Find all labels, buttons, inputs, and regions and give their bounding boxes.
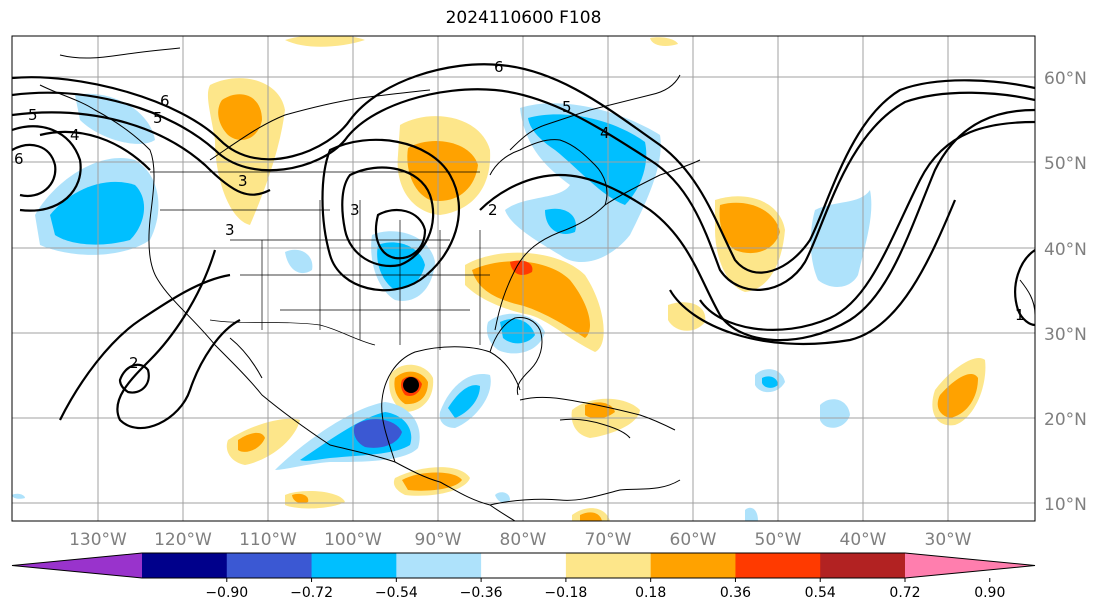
contour-label: 3 bbox=[238, 172, 248, 190]
colorbar-extend-min bbox=[12, 553, 142, 578]
lat-label: 60°N bbox=[1044, 69, 1087, 89]
negative-anomaly-region bbox=[50, 181, 145, 245]
colorbar-segment bbox=[820, 553, 906, 578]
colorbar-outline bbox=[11, 552, 1036, 579]
positive-anomaly-region bbox=[218, 94, 262, 140]
colorbar-tick-label: 0.54 bbox=[805, 585, 836, 601]
colorbar-segment bbox=[142, 553, 228, 578]
contour-label: 6 bbox=[14, 150, 24, 168]
negative-anomaly-region bbox=[285, 249, 313, 274]
strong-negative-anomaly bbox=[353, 419, 402, 448]
colorbar-tick-label: −0.72 bbox=[290, 585, 333, 601]
negative-anomaly-region bbox=[12, 493, 25, 499]
contour-label: 2 bbox=[488, 201, 498, 219]
lon-label: 60°W bbox=[670, 530, 717, 550]
positive-anomaly-region bbox=[226, 418, 300, 465]
lon-label: 120°W bbox=[154, 530, 212, 550]
colorbar-segments bbox=[11, 552, 1036, 579]
colorbar-tick-label: −0.90 bbox=[205, 585, 248, 601]
contour-label: 2 bbox=[129, 354, 139, 372]
colorbar-tick-label: −0.54 bbox=[375, 585, 418, 601]
political-borders bbox=[150, 171, 490, 350]
contour-label: 5 bbox=[562, 98, 572, 116]
contour-label: 6 bbox=[494, 58, 504, 76]
negative-anomaly-region bbox=[745, 507, 758, 521]
positive-anomaly-region bbox=[472, 261, 590, 338]
colorbar-tick-label: −0.18 bbox=[544, 585, 587, 601]
longitude-labels: 130°W 120°W 110°W 100°W 90°W 80°W 70°W 6… bbox=[69, 530, 972, 550]
negative-anomaly-region bbox=[820, 399, 850, 428]
lon-label: 100°W bbox=[324, 530, 382, 550]
lat-label: 40°N bbox=[1044, 240, 1087, 260]
negative-anomaly-region bbox=[500, 318, 535, 344]
negative-anomaly-region bbox=[762, 376, 778, 388]
contour-label: 3 bbox=[350, 201, 360, 219]
lat-label: 50°N bbox=[1044, 154, 1087, 174]
colorbar-segment bbox=[226, 553, 313, 578]
lat-label: 10°N bbox=[1044, 495, 1087, 515]
contour-label: 6 bbox=[160, 92, 170, 110]
positive-anomaly-region bbox=[719, 202, 780, 254]
colorbar-tick-label: 0.90 bbox=[974, 585, 1005, 601]
colorbar-segment bbox=[735, 553, 821, 578]
contour-label: 5 bbox=[153, 109, 163, 127]
lon-label: 40°W bbox=[840, 530, 887, 550]
positive-anomaly-region bbox=[292, 493, 309, 504]
positive-anomaly-region bbox=[668, 302, 706, 331]
contour-label: 1 bbox=[1015, 306, 1025, 324]
latitude-labels: 60°N 50°N 40°N 30°N 20°N 10°N bbox=[1044, 69, 1087, 515]
positive-anomaly-region bbox=[580, 512, 602, 521]
lon-label: 110°W bbox=[239, 530, 297, 550]
colorbar-tick-label: 0.36 bbox=[720, 585, 751, 601]
lat-label: 30°N bbox=[1044, 325, 1087, 345]
storm-center-marker bbox=[403, 377, 419, 393]
colorbar-tick-label: 0.72 bbox=[889, 585, 920, 601]
colorbar-tick-label: 0.18 bbox=[635, 585, 666, 601]
graticule bbox=[12, 36, 1035, 521]
negative-anomaly-region bbox=[528, 114, 647, 205]
colorbar-tick-labels: −0.90 −0.72 −0.54 −0.36 −0.18 0.18 0.36 0.54 0.7… bbox=[205, 578, 1005, 601]
lat-label: 20°N bbox=[1044, 410, 1087, 430]
colorbar-tick-label: −0.36 bbox=[460, 585, 503, 601]
lon-label: 30°W bbox=[925, 530, 972, 550]
strong-positive-anomaly bbox=[510, 260, 533, 275]
negative-anomaly-region bbox=[495, 492, 510, 503]
colorbar-segment bbox=[481, 553, 567, 578]
positive-anomaly-region bbox=[650, 37, 678, 46]
lon-label: 70°W bbox=[585, 530, 632, 550]
map-panel: 6 5 4 5 3 3 2 3 2 4 5 6 1 6 bbox=[11, 35, 1036, 522]
lon-label: 50°W bbox=[755, 530, 802, 550]
coastlines bbox=[39, 47, 1035, 521]
positive-anomaly-region bbox=[238, 432, 265, 452]
colorbar-segment bbox=[396, 553, 482, 578]
negative-anomaly-region bbox=[448, 385, 480, 418]
colorbar-segment bbox=[650, 553, 736, 578]
contour-label: 4 bbox=[600, 124, 610, 142]
lon-label: 90°W bbox=[415, 530, 462, 550]
positive-anomaly-region bbox=[285, 36, 365, 47]
colorbar: −0.90 −0.72 −0.54 −0.36 −0.18 0.18 0.36 0.54 0.7… bbox=[11, 552, 1036, 601]
lon-label: 80°W bbox=[500, 530, 547, 550]
colorbar-segment bbox=[565, 553, 652, 578]
contour-label: 4 bbox=[70, 126, 80, 144]
colorbar-segment bbox=[311, 553, 397, 578]
colorbar-extend-max bbox=[905, 553, 1035, 578]
height-contours bbox=[12, 63, 1035, 430]
negative-anomaly-region bbox=[545, 208, 576, 234]
contour-label: 5 bbox=[28, 106, 38, 124]
contour-label: 3 bbox=[225, 221, 235, 239]
map-frame bbox=[11, 35, 1036, 522]
contour-labels: 6 5 4 5 3 3 2 3 2 4 5 6 1 6 bbox=[14, 58, 1025, 372]
lon-label: 130°W bbox=[69, 530, 127, 550]
map-title: 2024110600 F108 bbox=[445, 8, 602, 28]
